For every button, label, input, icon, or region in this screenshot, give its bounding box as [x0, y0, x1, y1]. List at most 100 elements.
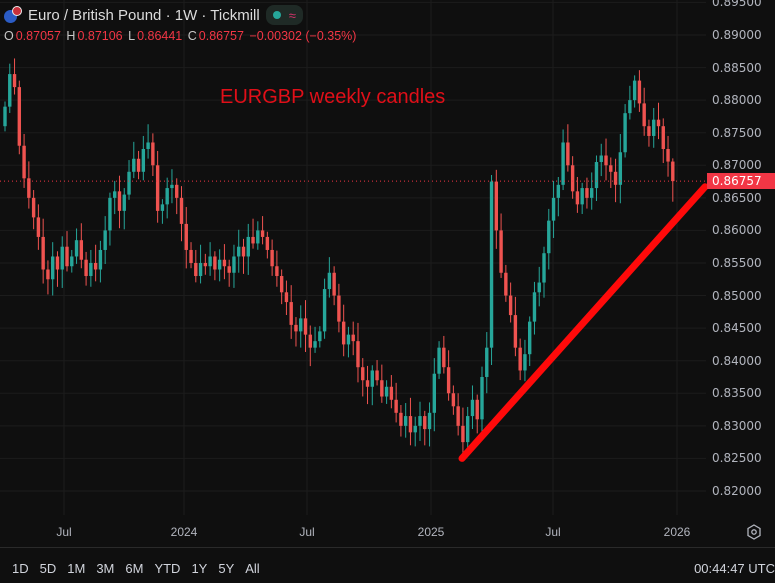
ohlc-legend: O 0.87057 H 0.87106 L 0.86441 C 0.86757 −0.0… — [4, 29, 358, 43]
candle — [179, 186, 184, 242]
range-button-5y[interactable]: 5Y — [218, 561, 235, 576]
candle-body — [442, 347, 446, 368]
candle — [299, 305, 303, 348]
candle-body — [594, 162, 599, 189]
candle-body — [70, 256, 74, 267]
candle-body — [485, 347, 489, 377]
candle — [189, 242, 193, 269]
range-button-ytd[interactable]: YTD — [154, 561, 181, 576]
settings-icon[interactable] — [746, 524, 762, 540]
candle-body — [628, 100, 632, 114]
candle — [127, 160, 131, 200]
candle — [279, 269, 284, 305]
candle — [275, 250, 279, 287]
candle-body — [203, 262, 208, 267]
last-price-tag: 0.86757 — [707, 173, 775, 189]
candle — [594, 155, 599, 202]
candle — [461, 407, 465, 453]
candle — [294, 317, 298, 347]
candle-body — [175, 184, 179, 198]
candle — [341, 304, 346, 357]
range-button-6m[interactable]: 6M — [125, 561, 144, 576]
clock[interactable]: 00:44:47 UTC — [694, 561, 775, 576]
candle-body — [46, 269, 50, 280]
candle-body — [351, 334, 355, 342]
range-button-3m[interactable]: 3M — [96, 561, 115, 576]
candle-body — [642, 103, 646, 127]
market-status[interactable]: ≈ — [265, 5, 303, 25]
candle — [652, 107, 656, 148]
candle — [217, 249, 222, 282]
candle-body — [260, 230, 265, 237]
x-tick-label: Jul — [56, 525, 72, 539]
y-tick-label: 0.86500 — [712, 190, 762, 205]
open-value: 0.87057 — [15, 29, 61, 43]
candle-body — [418, 416, 422, 426]
candle-body — [547, 220, 551, 254]
candle — [74, 228, 79, 264]
candle-body — [232, 256, 236, 273]
candle — [89, 249, 93, 287]
candle — [427, 402, 432, 447]
candle-body — [413, 425, 417, 433]
candle-body — [456, 406, 460, 426]
candle — [251, 218, 255, 249]
candle — [27, 161, 31, 209]
x-tick-label: Jul — [545, 525, 561, 539]
candle — [232, 244, 236, 288]
x-tick-label: 2024 — [170, 525, 198, 539]
candle — [618, 134, 623, 204]
candle-body — [198, 262, 203, 277]
candle-body — [184, 223, 188, 250]
candle-body — [604, 155, 608, 166]
candle-body — [22, 145, 26, 179]
candle — [532, 281, 537, 335]
candle-body — [108, 197, 112, 231]
symbol-header[interactable]: Euro / British Pound · 1W · Tickmill ≈ — [4, 5, 303, 25]
candle — [51, 242, 55, 296]
y-tick-label: 0.82500 — [712, 451, 762, 466]
candle-body — [189, 249, 193, 263]
x-tick-label: 2026 — [663, 525, 691, 539]
candle — [446, 350, 451, 401]
y-tick-label: 0.87500 — [712, 125, 762, 140]
candle — [256, 221, 260, 250]
range-button-1y[interactable]: 1Y — [191, 561, 208, 576]
candle-body — [31, 197, 36, 218]
candle-body — [590, 188, 594, 198]
candle-body — [222, 259, 227, 267]
candle-body — [380, 380, 384, 397]
candle-body — [356, 341, 360, 368]
candle-body — [179, 197, 184, 224]
candle — [370, 365, 374, 406]
chart-annotation[interactable]: EURGBP weekly candles — [220, 86, 446, 108]
candle-body — [561, 142, 565, 185]
range-button-5d[interactable]: 5D — [39, 561, 57, 576]
candle — [79, 223, 84, 269]
range-button-all[interactable]: All — [245, 561, 260, 576]
symbol-title[interactable]: Euro / British Pound · 1W · Tickmill — [28, 6, 260, 24]
candle-body — [361, 367, 365, 381]
x-tick-label: 2025 — [417, 525, 445, 539]
candle-body — [308, 334, 312, 348]
close-value: 0.86757 — [198, 29, 244, 43]
candle-body — [623, 113, 627, 153]
range-button-1m[interactable]: 1M — [67, 561, 86, 576]
candle-body — [3, 106, 7, 127]
trendline[interactable] — [458, 183, 709, 462]
candle-body — [470, 399, 475, 417]
candle — [504, 264, 508, 302]
high-value: 0.87106 — [77, 29, 123, 43]
candle-body — [127, 171, 131, 195]
candle — [3, 101, 7, 132]
candle-body — [74, 240, 79, 257]
candle-body — [318, 331, 322, 342]
candle-body — [647, 126, 651, 136]
candle — [518, 338, 522, 381]
candle — [98, 240, 103, 283]
candle-body — [632, 80, 637, 101]
y-tick-label: 0.83000 — [712, 418, 762, 433]
currency-flags-icon — [4, 6, 22, 24]
range-button-1d[interactable]: 1D — [12, 561, 29, 576]
